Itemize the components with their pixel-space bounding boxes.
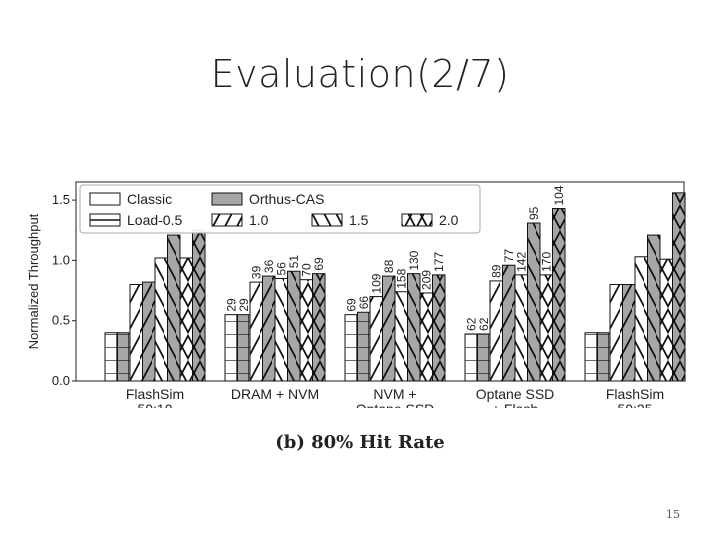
bar-hatch-0-4 <box>155 257 168 381</box>
category-label-2-0: NVM + <box>373 386 416 402</box>
throughput-bar-chart: 0.0 0.5 1.0 1.5 Normalized Throughput FlashSi… <box>26 181 686 408</box>
bar-hatch-1-1 <box>237 314 250 381</box>
bar-hatch-2-1 <box>357 312 370 381</box>
bar-value-label-2-1: 66 <box>357 296 371 310</box>
bar-value-label-1-5: 51 <box>287 255 301 269</box>
bar-hatch-4-2 <box>610 284 623 381</box>
bar-value-label-2-2: 109 <box>369 273 383 293</box>
bar-value-label-1-2: 39 <box>249 265 263 279</box>
category-label-2-1: Optane SSD <box>356 401 435 408</box>
bar-hatch-4-0 <box>585 332 598 381</box>
bar-hatch-1-2 <box>250 282 263 381</box>
bar-hatch-3-1 <box>477 333 490 381</box>
bar-hatch-2-5 <box>407 273 420 381</box>
chart-caption: (b) 80% Hit Rate <box>275 432 445 453</box>
bar-hatch-2-3 <box>382 276 395 381</box>
bar-value-label-3-1: 62 <box>477 317 491 331</box>
bar-value-label-1-6: 70 <box>299 263 313 277</box>
bar-value-label-1-0: 29 <box>224 298 238 312</box>
bar-value-label-2-7: 177 <box>432 252 446 272</box>
y-tick-label-1: 0.5 <box>52 313 70 328</box>
bar-hatch-3-6 <box>540 274 553 381</box>
bar-value-label-3-2: 89 <box>489 264 503 278</box>
bar-hatch-2-4 <box>395 291 408 381</box>
bar-value-label-3-4: 142 <box>514 252 528 272</box>
bar-hatch-3-4 <box>515 274 528 381</box>
category-label-0-0: FlashSim <box>126 386 184 402</box>
bar-value-label-2-4: 158 <box>394 268 408 288</box>
bar-hatch-0-3 <box>142 282 155 381</box>
bar-value-label-3-6: 170 <box>539 252 553 272</box>
bar-value-label-2-6: 209 <box>419 270 433 290</box>
bar-hatch-4-5 <box>647 235 660 381</box>
legend-label-orthus-cas: Orthus-CAS <box>249 191 324 207</box>
y-tick-label-3: 1.5 <box>52 192 70 207</box>
y-tick-label-2: 1.0 <box>52 252 70 267</box>
category-label-1-0: DRAM + NVM <box>231 386 319 402</box>
bar-hatch-0-0 <box>105 332 118 381</box>
bar-hatch-3-7 <box>552 208 565 381</box>
bar-hatch-2-6 <box>420 292 433 381</box>
legend-label-classic: Classic <box>127 191 172 207</box>
category-label-3-1: + Flash <box>492 401 538 408</box>
legend-label-load-1: 1.0 <box>249 212 269 228</box>
bar-hatch-2-0 <box>345 314 358 381</box>
bar-hatch-1-7 <box>312 273 325 381</box>
bar-hatch-0-5 <box>167 235 180 381</box>
bar-hatch-2-7 <box>432 274 445 381</box>
legend-label-load-3: 2.0 <box>439 212 459 228</box>
category-label-3-0: Optane SSD <box>476 386 555 402</box>
bar-value-label-1-7: 69 <box>312 257 326 271</box>
bar-hatch-3-0 <box>465 333 478 381</box>
bar-hatch-0-6 <box>180 257 193 381</box>
bar-hatch-1-4 <box>275 278 288 381</box>
category-label-0-1: 50:10 <box>137 401 172 408</box>
legend-box <box>79 184 481 234</box>
y-axis-label: Normalized Throughput <box>26 213 41 349</box>
category-label-4-1: 50:25 <box>617 401 652 408</box>
bar-hatch-4-4 <box>635 256 648 381</box>
bar-value-label-3-0: 62 <box>464 317 478 331</box>
bar-value-label-2-3: 88 <box>382 259 396 273</box>
bar-value-label-1-4: 56 <box>274 262 288 276</box>
legend-swatch-orthus-cas <box>211 192 243 206</box>
legend-hatch-load-2 <box>311 213 343 227</box>
category-label-4-0: FlashSim <box>606 386 664 402</box>
legend-label-load-2: 1.5 <box>349 212 369 228</box>
page-number: 15 <box>666 508 680 521</box>
bar-value-label-1-1: 29 <box>237 298 251 312</box>
bar-hatch-4-7 <box>672 192 685 381</box>
bar-hatch-3-2 <box>490 280 503 381</box>
bar-value-label-1-3: 36 <box>262 259 276 273</box>
bar-hatch-1-3 <box>262 276 275 381</box>
slide-title: Evaluation(2/7) <box>210 52 510 96</box>
bar-value-label-2-5: 130 <box>407 250 421 270</box>
bar-hatch-1-5 <box>287 271 300 381</box>
y-tick-label-0: 0.0 <box>52 373 70 388</box>
legend-hatch-load-1 <box>211 213 243 227</box>
bar-hatch-4-1 <box>597 332 610 381</box>
bar-hatch-4-3 <box>622 284 635 381</box>
bar-value-label-3-5: 95 <box>527 206 541 220</box>
legend-hatch-load-3 <box>401 213 433 227</box>
bar-value-label-3-3: 77 <box>502 249 516 263</box>
bar-value-label-2-0: 69 <box>344 298 358 312</box>
bar-hatch-4-6 <box>660 259 673 381</box>
legend-swatch-classic <box>89 192 121 206</box>
bar-hatch-0-1 <box>117 332 130 381</box>
legend-label-load-0: Load-0.5 <box>127 212 182 228</box>
bar-hatch-3-5 <box>527 223 540 381</box>
bar-hatch-0-2 <box>130 284 143 381</box>
bar-hatch-3-3 <box>502 265 515 381</box>
bar-hatch-1-0 <box>225 314 238 381</box>
bar-value-label-3-7: 104 <box>552 185 566 205</box>
bar-hatch-2-2 <box>370 296 383 381</box>
bar-hatch-0-7 <box>192 230 205 381</box>
bar-hatch-1-6 <box>300 279 313 381</box>
